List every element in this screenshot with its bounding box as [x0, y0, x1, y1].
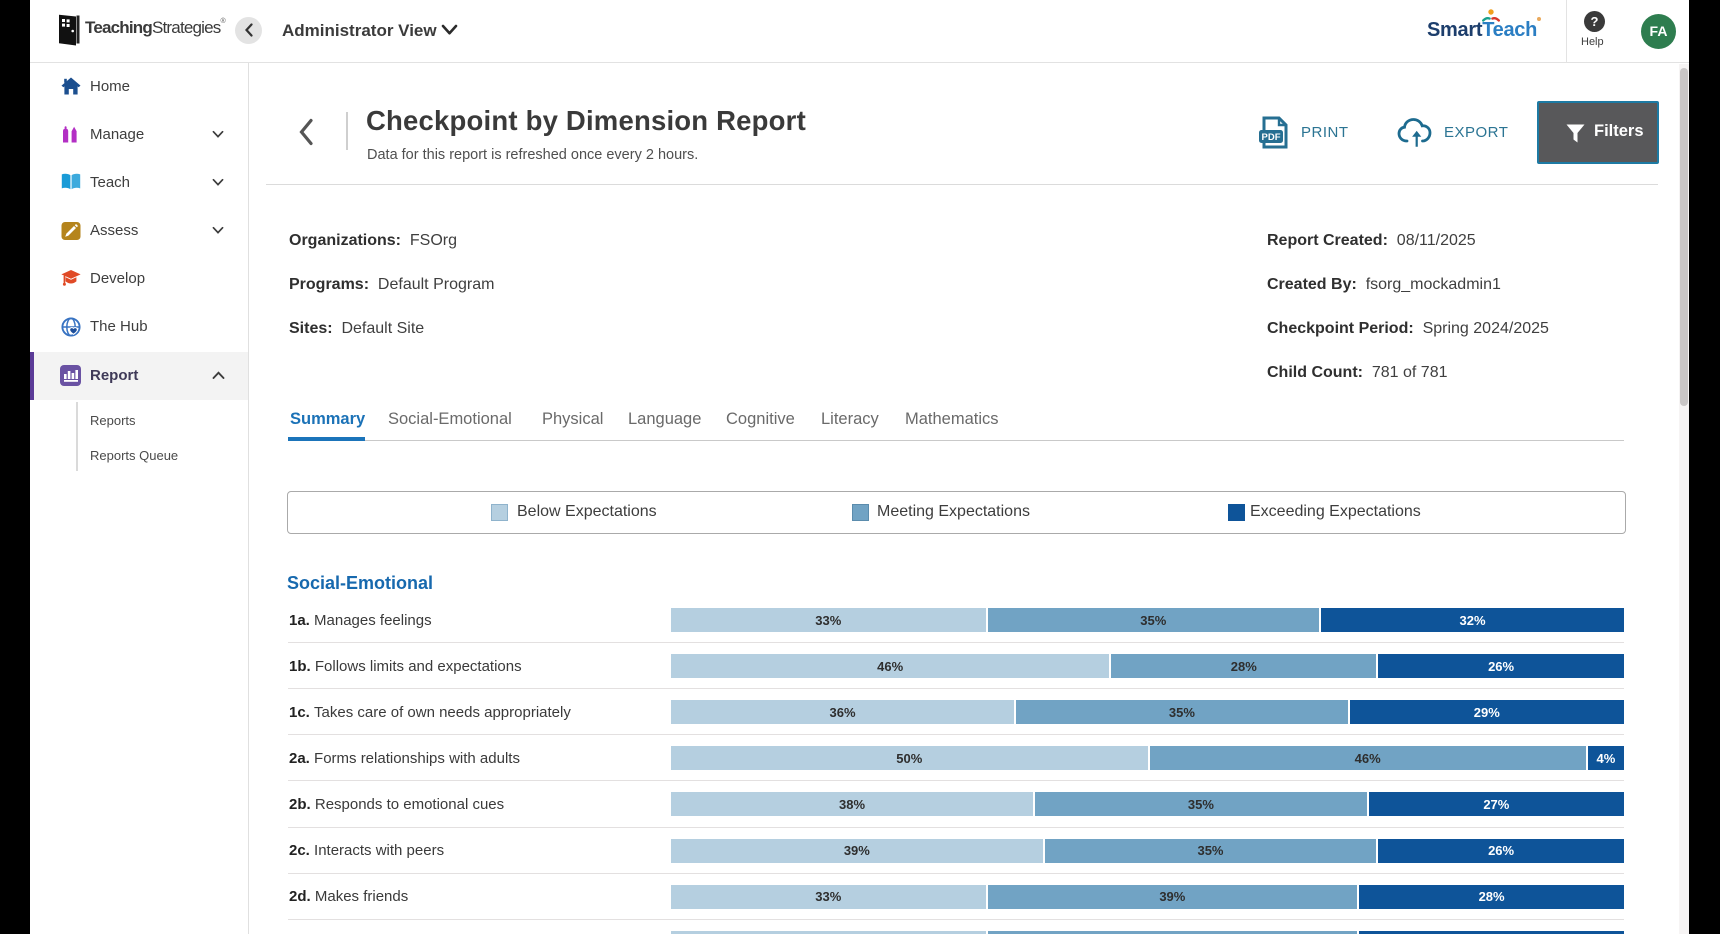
svg-text:PDF: PDF [1262, 132, 1281, 143]
